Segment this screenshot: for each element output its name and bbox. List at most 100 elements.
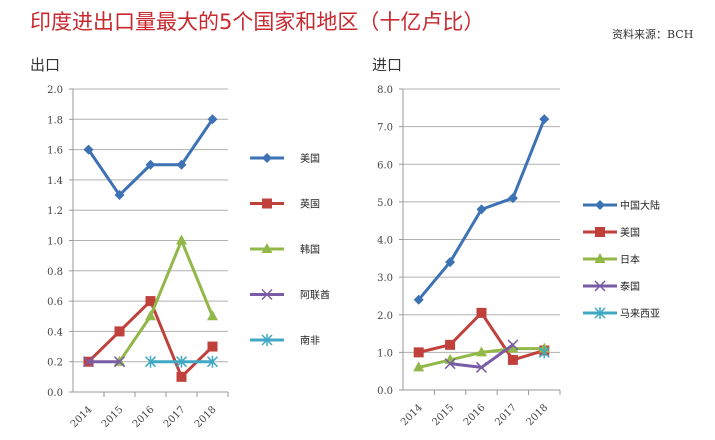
legend-label: 马来西亚 [620,308,660,320]
y-tick-label: 2.0 [377,311,393,322]
y-tick-label: 1.8 [47,115,63,126]
y-tick-label: 7.0 [377,123,393,134]
y-tick-label: 4.0 [377,236,393,247]
source-note: 资料来源：BCH [612,28,694,41]
y-tick-label: 1.0 [47,237,63,248]
data-point [145,310,156,321]
data-point [83,144,94,155]
legend-marker [595,227,605,237]
legend-marker [262,198,272,209]
data-point [207,341,218,352]
data-point [475,361,488,373]
legend-item: 泰国 [583,280,640,293]
x-tick-label: 2014 [399,402,425,428]
data-point [114,190,125,201]
legend-marker [594,280,606,292]
legend-item: 韩国 [250,243,320,256]
series-韩国 [114,234,218,366]
series-line [118,239,214,363]
y-tick-label: 1.0 [377,348,393,359]
legend-marker [261,334,273,346]
series-英国 [83,296,218,382]
data-point [507,339,519,351]
series-马来西亚 [538,346,550,359]
data-point [176,371,187,382]
x-tick-label: 2018 [193,404,219,430]
x-tick-label: 2017 [162,404,188,430]
legend-item: 英国 [250,198,320,211]
legend-label: 美国 [300,152,320,165]
legend-marker [594,253,606,263]
data-point [445,339,456,350]
y-tick-label: 5.0 [377,198,393,209]
data-point [507,354,518,365]
legend-marker [261,243,273,253]
data-point [114,326,125,337]
legend-marker [262,153,272,163]
legend-marker [594,307,606,319]
data-point [476,346,487,357]
legend-item: 美国 [250,152,320,165]
data-point [145,159,156,170]
legend-label: 阿联酋 [300,289,330,302]
data-point [538,346,550,359]
data-point [507,342,519,353]
data-point [413,294,424,305]
data-point [507,193,518,204]
export-chart-title: 出口 [30,56,61,74]
y-tick-label: 0.4 [47,327,63,338]
data-point [145,296,156,307]
data-point [206,355,219,368]
import-chart-title: 进口 [372,56,403,74]
series-泰国 [444,339,519,373]
series-中国大陆 [413,114,550,305]
x-tick-label: 2015 [430,402,456,428]
data-point [413,361,425,372]
data-point [82,356,95,368]
data-point [176,159,187,170]
figure-title: 印度进出口量最大的5个国家和地区（十亿卢比） [30,10,485,34]
legend-label: 美国 [620,226,640,239]
data-point [207,114,218,125]
data-point [444,358,456,370]
x-tick-label: 2014 [69,404,95,430]
data-point [445,257,456,268]
series-南非 [144,355,219,368]
data-point [144,355,157,368]
y-tick-label: 0.8 [47,267,63,278]
legend-label: 日本 [620,253,640,266]
series-美国 [83,114,218,201]
legend-item: 南非 [250,334,320,347]
series-阿联酋 [82,356,126,368]
y-tick-label: 2.0 [47,85,63,96]
legend-label: 中国大陆 [620,199,660,212]
y-tick-label: 0.0 [377,386,393,397]
legend-label: 南非 [300,334,320,347]
series-line [87,118,214,197]
legend-item: 日本 [583,253,640,266]
y-tick-label: 0.6 [47,297,63,308]
legend-label: 泰国 [620,280,640,293]
data-point [413,347,424,358]
x-tick-label: 2017 [493,402,519,428]
legend-item: 阿联酋 [250,289,330,302]
legend-label: 英国 [300,198,320,211]
y-tick-label: 1.2 [47,206,63,217]
x-tick-label: 2016 [462,402,488,428]
data-point [175,355,188,368]
y-tick-label: 1.6 [47,146,63,157]
y-tick-label: 3.0 [377,273,393,284]
legend-label: 韩国 [300,243,320,256]
x-tick-label: 2016 [131,404,157,430]
y-tick-label: 8.0 [377,85,393,96]
x-tick-label: 2015 [100,404,126,430]
y-tick-label: 0.0 [47,388,63,399]
data-point [176,234,187,245]
data-point [476,307,487,318]
legend-item: 马来西亚 [583,307,660,320]
y-tick-label: 0.2 [47,358,63,369]
